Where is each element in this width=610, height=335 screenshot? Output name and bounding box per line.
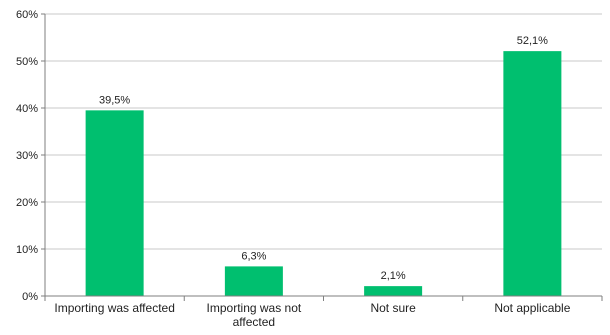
y-tick-label: 0% [22,291,38,303]
data-label: 2,1% [381,270,406,282]
x-tick-label: affected [233,315,275,329]
bar [364,286,423,296]
labels: 0% 10% 20% 30% 40% 50% 60% 39,5% Importing was a… [16,9,571,329]
data-label: 6,3% [241,250,266,262]
bars [85,51,562,296]
bar [224,266,283,296]
x-tick-label: Not sure [370,301,416,315]
axes [41,13,603,301]
bar [503,51,562,296]
data-label: 39,5% [99,94,130,106]
x-tick-label: Not applicable [494,301,570,315]
y-tick-label: 50% [16,56,38,68]
data-label: 52,1% [517,35,548,47]
y-tick-label: 60% [16,9,38,21]
x-tick-label: Importing was affected [54,301,175,315]
y-tick-label: 30% [16,150,38,162]
y-tick-label: 10% [16,244,38,256]
y-tick-label: 20% [16,197,38,209]
bar [85,110,144,296]
y-tick-label: 40% [16,103,38,115]
x-tick-label: Importing was not [207,301,302,315]
